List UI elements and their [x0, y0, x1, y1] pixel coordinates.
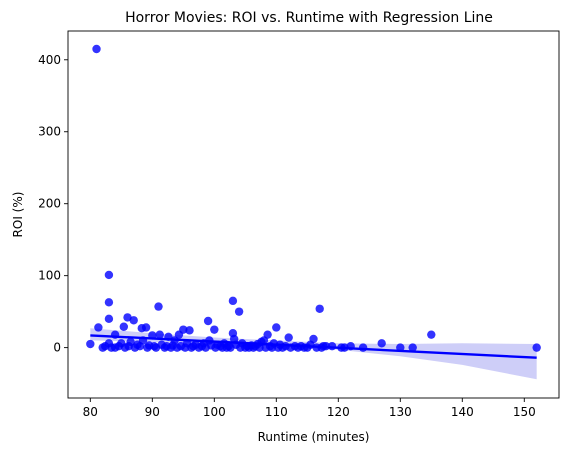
data-point — [104, 314, 114, 324]
data-point — [179, 325, 188, 334]
data-point — [228, 296, 238, 306]
data-point — [358, 343, 368, 352]
data-point — [104, 270, 114, 280]
data-point — [129, 316, 138, 325]
data-points-layer — [86, 44, 541, 352]
chart-title: Horror Movies: ROI vs. Runtime with Regr… — [125, 10, 493, 26]
data-point — [427, 330, 436, 339]
data-point — [234, 307, 244, 316]
y-tick-label: 400 — [38, 53, 61, 67]
x-tick-label: 150 — [513, 405, 536, 419]
x-tick-label: 80 — [83, 405, 98, 419]
x-tick-label: 100 — [203, 405, 226, 419]
data-point — [210, 325, 219, 334]
data-point — [408, 343, 417, 352]
y-tick-label: 0 — [53, 341, 61, 355]
data-point — [532, 343, 541, 352]
data-point — [263, 330, 272, 339]
x-tick-label: 140 — [451, 405, 474, 419]
data-point — [155, 330, 164, 339]
x-tick-label: 120 — [327, 405, 350, 419]
x-tick-label: 110 — [265, 405, 288, 419]
y-axis-label: ROI (%) — [11, 192, 25, 238]
data-point — [315, 304, 324, 313]
x-axis-label: Runtime (minutes) — [258, 430, 370, 444]
data-point — [272, 323, 281, 332]
data-point — [309, 334, 318, 344]
x-axis-ticks: 80 90 100 110 120 130 140 150 — [83, 398, 536, 419]
x-tick-label: 90 — [145, 405, 160, 419]
y-tick-label: 200 — [38, 197, 61, 211]
x-tick-label: 130 — [389, 405, 412, 419]
regression-line — [90, 334, 537, 359]
data-point — [126, 337, 135, 347]
data-point — [92, 44, 101, 54]
data-point — [154, 302, 163, 311]
data-point — [377, 339, 386, 348]
data-point — [104, 298, 114, 307]
data-point — [141, 323, 151, 332]
plot-frame — [67, 30, 560, 399]
y-tick-label: 100 — [38, 269, 61, 283]
data-point — [119, 322, 128, 331]
data-point — [284, 333, 293, 342]
data-point — [86, 339, 95, 349]
data-point — [185, 326, 194, 335]
y-tick-label: 300 — [38, 125, 61, 139]
data-point — [203, 316, 213, 326]
regression-line-layer — [90, 334, 537, 359]
data-point — [94, 323, 103, 332]
y-axis-ticks: 0 100 200 300 400 — [38, 53, 68, 355]
